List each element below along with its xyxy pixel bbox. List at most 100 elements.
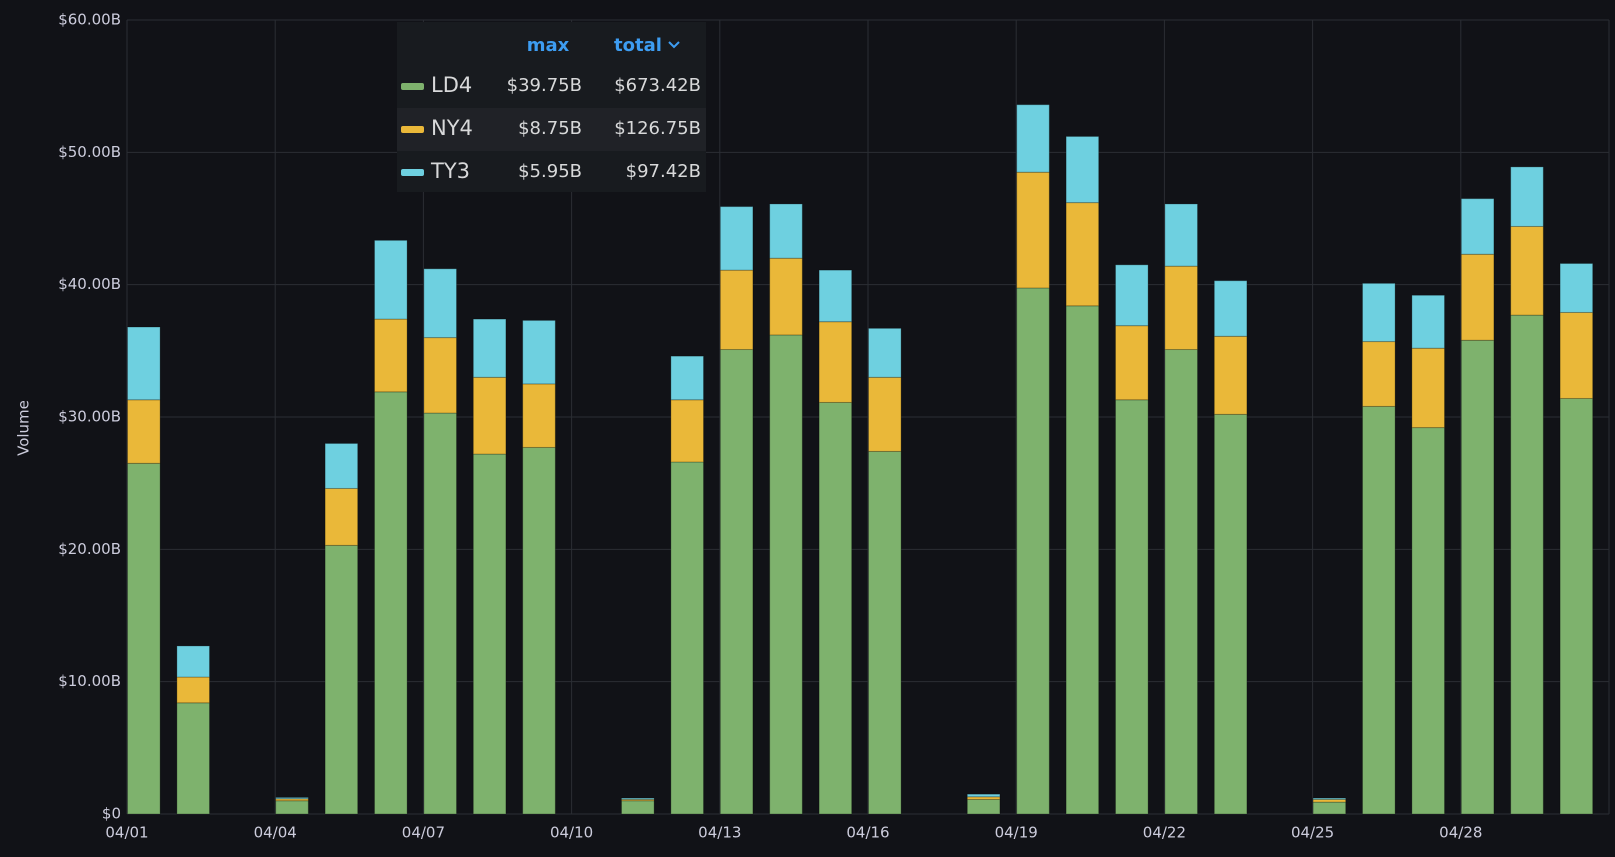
- bar-segment: [1115, 325, 1149, 401]
- bar-segment: [324, 544, 359, 815]
- bar-segment: [1362, 282, 1396, 343]
- legend-swatch[interactable]: [401, 83, 424, 90]
- bar-segment: [1559, 262, 1594, 313]
- bar-segment: [769, 334, 803, 815]
- x-tick-label: 04/01: [105, 824, 148, 842]
- legend-column-header[interactable]: max: [527, 35, 570, 56]
- bar-segment: [670, 461, 705, 815]
- bar-segment: [966, 793, 1001, 798]
- bar-segment: [1115, 399, 1149, 815]
- y-tick-label: $30.00B: [58, 408, 121, 426]
- bar-segment: [1164, 349, 1199, 815]
- legend-total: $673.42B: [614, 75, 701, 96]
- bar-segment: [176, 645, 211, 678]
- plot-area: $0 $10.00B $20.00B $30.00B $40.00B $50.00B $60…: [58, 11, 1610, 842]
- y-tick-label: $40.00B: [58, 275, 121, 293]
- bar-segment: [374, 239, 408, 320]
- bar-segment: [670, 399, 705, 463]
- bar-segment: [1312, 801, 1347, 815]
- bar-segment: [1016, 287, 1050, 815]
- x-tick-label: 04/07: [402, 824, 445, 842]
- legend-swatch[interactable]: [401, 126, 424, 133]
- bar-segment: [374, 391, 408, 815]
- bar-segment: [1362, 405, 1396, 815]
- bar-segment: [1510, 314, 1544, 815]
- bar-segment: [522, 383, 556, 448]
- bar-segment: [1460, 198, 1495, 255]
- x-tick-label: 04/13: [698, 824, 741, 842]
- bar-segment: [374, 318, 408, 393]
- bar-segment: [176, 676, 211, 704]
- bar-segment: [1065, 135, 1100, 204]
- legend-total: $97.42B: [626, 161, 701, 182]
- bar-segment: [1559, 311, 1594, 399]
- bar-segment: [719, 269, 754, 351]
- x-tick-label: 04/16: [846, 824, 889, 842]
- bar-segment: [522, 446, 556, 815]
- bar-segment: [719, 206, 754, 271]
- bar-segment: [719, 349, 754, 815]
- bar-segment: [670, 355, 705, 401]
- bar-segment: [1115, 264, 1149, 327]
- bar-segment: [868, 450, 902, 815]
- bar-segment: [769, 203, 803, 259]
- bar-segment: [1016, 104, 1050, 173]
- sort-icon[interactable]: [668, 41, 680, 49]
- bar-segment: [1164, 203, 1199, 267]
- bar-segment: [127, 462, 161, 815]
- legend: max total LD4 $39.75B $673.42B NY4 $8.75B $12…: [397, 22, 706, 192]
- legend-column-header[interactable]: total: [614, 35, 662, 56]
- bar-segment: [621, 798, 655, 802]
- legend-row-highlight: [397, 108, 706, 151]
- x-tick-label: 04/22: [1143, 824, 1186, 842]
- y-tick-label: $50.00B: [58, 143, 121, 161]
- bar-segment: [818, 401, 853, 815]
- bar-segment: [423, 268, 458, 339]
- x-tick-label: 04/28: [1439, 824, 1482, 842]
- x-tick-label: 04/25: [1291, 824, 1334, 842]
- bar-segment: [472, 453, 507, 815]
- legend-label[interactable]: NY4: [431, 116, 473, 140]
- bar-segment: [522, 319, 556, 385]
- bar-segment: [621, 800, 655, 815]
- legend-label[interactable]: TY3: [430, 159, 470, 183]
- legend-label[interactable]: LD4: [431, 73, 472, 97]
- bar-segment: [868, 327, 902, 378]
- y-tick-label: $20.00B: [58, 540, 121, 558]
- bar-segment: [275, 800, 309, 815]
- bar-segment: [275, 798, 309, 802]
- bar-segment: [1559, 397, 1594, 815]
- bar-segment: [1213, 413, 1248, 815]
- bar-segment: [324, 442, 359, 489]
- bar-segment: [1016, 171, 1050, 289]
- bar-segment: [1411, 294, 1446, 349]
- legend-max: $8.75B: [518, 118, 582, 139]
- y-tick-label: $60.00B: [58, 11, 121, 29]
- legend-swatch[interactable]: [401, 169, 424, 176]
- bar-segment: [1312, 798, 1347, 803]
- bar-segment: [1411, 427, 1446, 815]
- bar-segment: [1312, 797, 1347, 800]
- bar-segment: [1164, 265, 1199, 351]
- bar-segment: [472, 318, 507, 378]
- bar-segment: [423, 412, 458, 815]
- legend-total: $126.75B: [614, 118, 701, 139]
- y-tick-label: $10.00B: [58, 672, 121, 690]
- bar-segment: [127, 326, 161, 401]
- bar-segment: [1411, 347, 1446, 429]
- bar-segment: [818, 321, 853, 403]
- x-tick-label: 04/10: [550, 824, 593, 842]
- bar-segment: [818, 269, 853, 323]
- bar-segment: [1460, 339, 1495, 815]
- bar-segment: [176, 702, 211, 815]
- bar-segment: [1510, 225, 1544, 316]
- bar-segment: [324, 487, 359, 546]
- bar-segment: [275, 796, 309, 800]
- bar-segment: [769, 257, 803, 336]
- bar-segment: [621, 797, 655, 800]
- legend-max: $5.95B: [518, 161, 582, 182]
- legend-max: $39.75B: [507, 75, 582, 96]
- legend-background: [397, 22, 706, 192]
- bar-segment: [966, 798, 1001, 815]
